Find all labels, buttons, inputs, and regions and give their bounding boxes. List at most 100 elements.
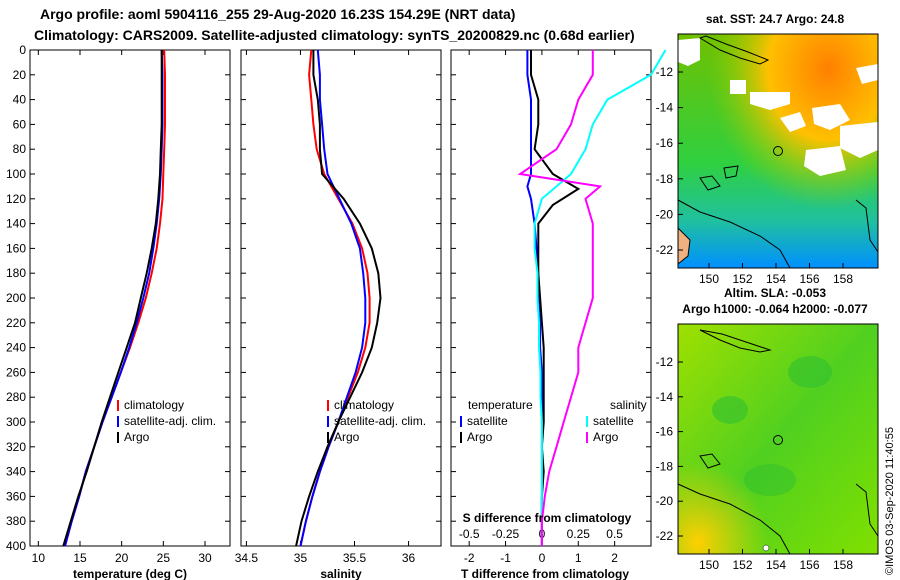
- lat-tick-label: -14: [656, 101, 674, 115]
- lat-tick-label: -14: [656, 390, 674, 404]
- difference-frame: [450, 49, 652, 547]
- depth-tick-label: 340: [6, 465, 26, 479]
- legend-title-salinity: salinity: [610, 398, 647, 412]
- title-line-2: Climatology: CARS2009. Satellite-adjuste…: [34, 27, 635, 43]
- legend-label-satellite: satellite-adj. clim.: [334, 414, 426, 428]
- legend-label-s-satellite: satellite: [593, 414, 634, 428]
- cloud-mask: [780, 112, 806, 132]
- lat-tick-label: -20: [656, 207, 674, 221]
- depth-tick-label: 120: [6, 192, 26, 206]
- bathymetry-contour: [677, 483, 791, 555]
- series-line-s-satellite: [533, 49, 667, 546]
- reef-outline: [699, 175, 721, 191]
- sst-lat-axis: -12 -14 -16 -18 -20 -22: [656, 65, 683, 257]
- legend-label-climatology: climatology: [124, 398, 184, 412]
- series-line-satellite-adj-clim-: [299, 49, 367, 547]
- lat-tick-label: -16: [656, 136, 674, 150]
- salinity-frame: [240, 49, 442, 547]
- cloud-mask: [812, 104, 850, 130]
- temperature-xlabel: temperature (deg C): [73, 567, 187, 580]
- sla-lon-axis: 150 152 154 156 158: [699, 549, 853, 572]
- x-tick-label: 15: [73, 551, 87, 565]
- depth-tick-label: 100: [6, 167, 26, 181]
- s-tick-label: 0.25: [567, 527, 591, 541]
- depth-tick-label: 280: [6, 390, 26, 404]
- lat-tick-label: -12: [656, 355, 674, 369]
- x-tick-label: 25: [157, 551, 171, 565]
- depth-tick-label: 0: [19, 43, 26, 57]
- sst-map-warm-field: [678, 34, 878, 268]
- reef-outline: [723, 165, 739, 179]
- legend-label-s-argo: Argo: [593, 430, 619, 444]
- cloud-mask: [750, 92, 790, 110]
- depth-tick-label: 220: [6, 316, 26, 330]
- lon-tick-label: 156: [799, 272, 819, 286]
- x-tick-label: 36: [402, 551, 416, 565]
- x-tick-label: -2: [464, 551, 475, 565]
- cloud-mask: [840, 122, 878, 158]
- series-line-satellite-adj-clim-: [64, 49, 164, 547]
- depth-tick-label: 140: [6, 217, 26, 231]
- x-tick-label: 1: [575, 551, 582, 565]
- bathymetry-contour: [855, 483, 879, 537]
- cloud-mask: [730, 80, 746, 94]
- depth-tick-label: 260: [6, 365, 26, 379]
- x-tick-label: 34.5: [235, 551, 259, 565]
- depth-tick-label: 360: [6, 489, 26, 503]
- sla-low-anomaly: [712, 396, 748, 424]
- depth-tick-label: 380: [6, 514, 26, 528]
- cloud-mask: [856, 64, 878, 84]
- sst-lon-axis: 150 152 154 156 158: [699, 263, 853, 286]
- temperature-frame: [29, 49, 231, 547]
- cloud-mask: [678, 38, 700, 66]
- lat-tick-label: -12: [656, 65, 674, 79]
- series-line-argo: [295, 50, 382, 547]
- depth-tick-label: 240: [6, 341, 26, 355]
- legend-label-climatology: climatology: [334, 398, 394, 412]
- series-line-climatology: [64, 49, 166, 547]
- x-tick-label: 20: [115, 551, 129, 565]
- salinity-xlabel: salinity: [320, 567, 362, 580]
- lon-tick-label: 158: [833, 272, 853, 286]
- sst-map-title: sat. SST: 24.7 Argo: 24.8: [706, 12, 845, 26]
- lat-tick-label: -22: [656, 243, 674, 257]
- depth-tick-label: 180: [6, 266, 26, 280]
- legend-label-argo: Argo: [124, 430, 150, 444]
- sst-map: [677, 33, 879, 269]
- argo-float-marker: [773, 146, 783, 156]
- depth-tick-label: 20: [13, 68, 27, 82]
- title-line-1: Argo profile: aoml 5904116_255 29-Aug-20…: [40, 6, 516, 22]
- series-line-s-argo: [517, 50, 603, 546]
- reef-marker: [762, 544, 770, 552]
- sla-map-frame: [677, 323, 879, 555]
- depth-tick-label: 160: [6, 241, 26, 255]
- credit-stamp: ©IMOS 03-Sep-2020 11:40:55: [884, 427, 896, 575]
- depth-axis: 0 20 40 60 80 100 120 140 160 180 200 220 240 260 280 3…: [6, 43, 651, 553]
- series-line-climatology: [299, 49, 371, 547]
- lon-tick-label: 158: [833, 558, 853, 572]
- lon-tick-label: 150: [699, 272, 719, 286]
- legend-label-argo: Argo: [334, 430, 360, 444]
- difference-xlabel: T difference from climatology: [461, 567, 629, 580]
- s-tick-label: -0.25: [492, 527, 520, 541]
- depth-tick-label: 300: [6, 415, 26, 429]
- x-tick-label: 30: [198, 551, 212, 565]
- difference-top-xlabel: S difference from climatology: [463, 511, 632, 525]
- depth-tick-label: 40: [13, 93, 27, 107]
- legend-label-satellite: satellite-adj. clim.: [124, 414, 216, 428]
- lon-tick-label: 156: [799, 558, 819, 572]
- argo-float-marker: [773, 435, 783, 445]
- lon-tick-label: 152: [732, 272, 752, 286]
- legend-label-t-satellite: satellite: [467, 414, 508, 428]
- lon-tick-label: 154: [766, 272, 786, 286]
- lat-tick-label: -16: [656, 425, 674, 439]
- lat-tick-label: -22: [656, 529, 674, 543]
- legend-title-temperature: temperature: [468, 398, 533, 412]
- series-layer: [62, 49, 667, 547]
- depth-tick-label: 80: [13, 142, 27, 156]
- lat-tick-label: -18: [656, 172, 674, 186]
- x-tick-label: -1: [500, 551, 511, 565]
- sla-low-anomaly: [744, 464, 796, 496]
- lon-tick-label: 150: [699, 558, 719, 572]
